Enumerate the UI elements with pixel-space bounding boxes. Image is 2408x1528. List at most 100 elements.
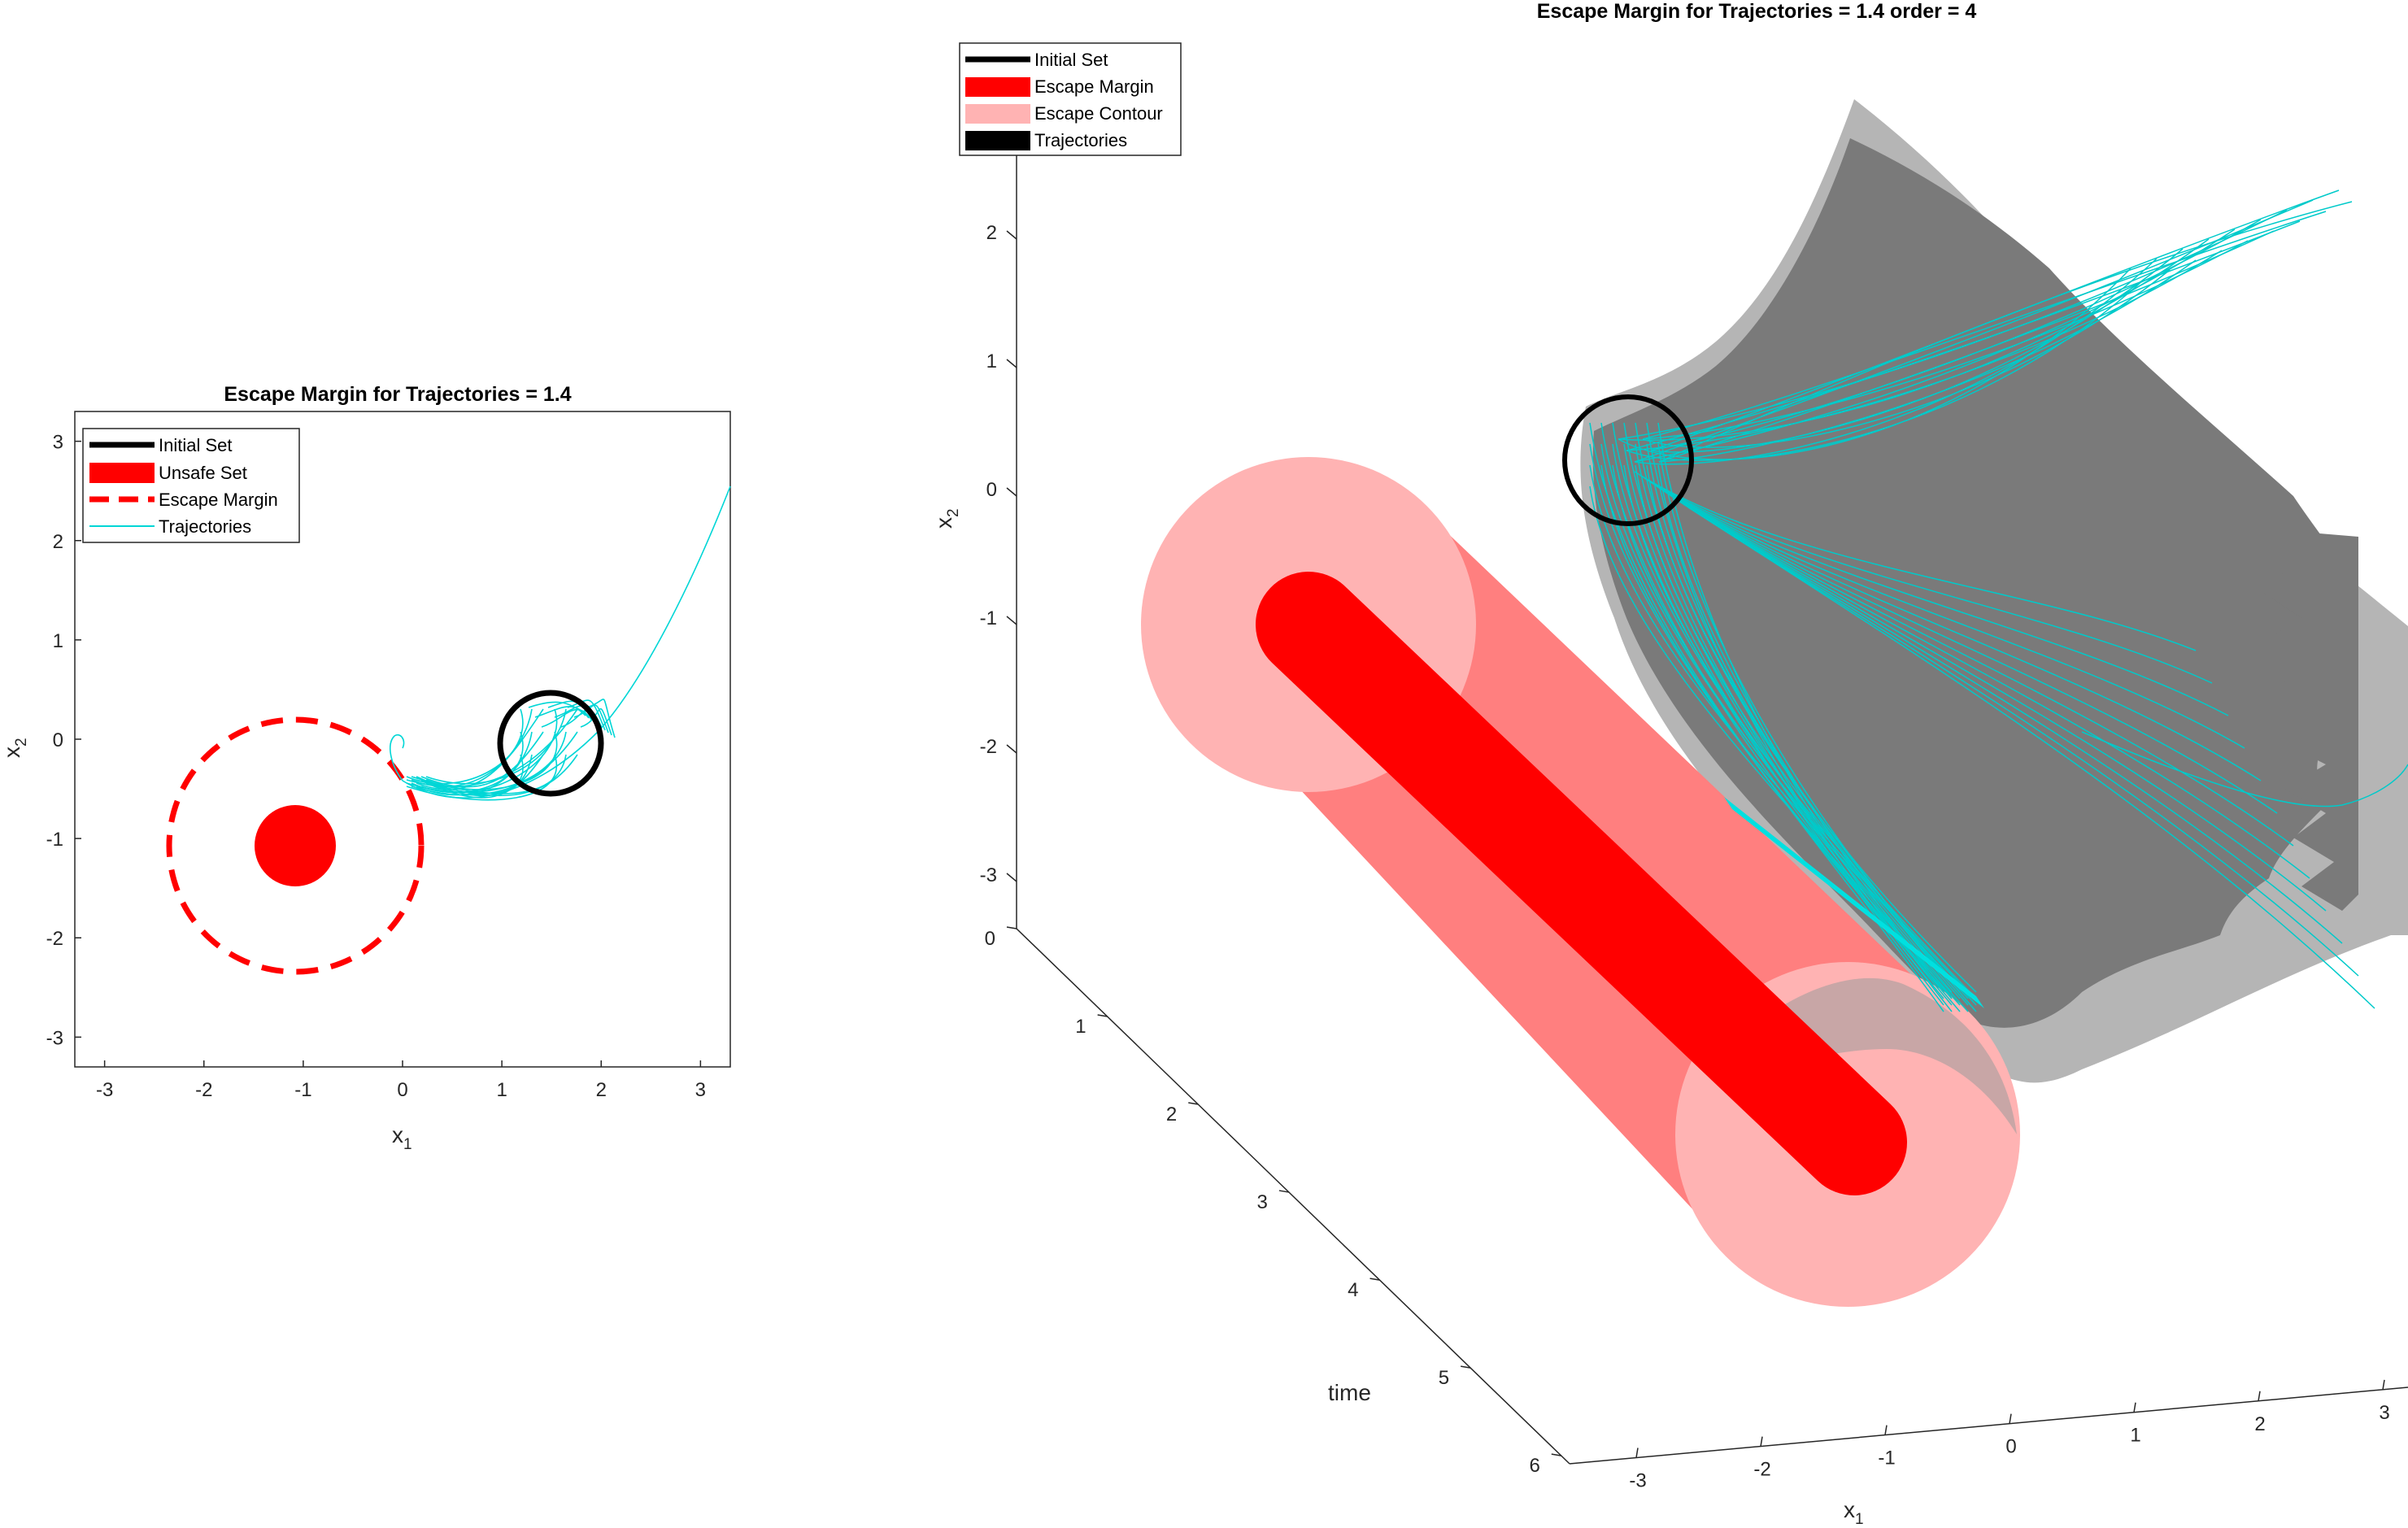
trajectory-2d [425, 708, 567, 785]
trajectory-3d [1623, 464, 1961, 999]
plot-3d-xlabel: x1 [1844, 1497, 1864, 1528]
x2-tick-label-3d: 2 [986, 222, 997, 244]
y-tick-label: -2 [46, 928, 63, 950]
trajectory-3d [1639, 474, 2213, 684]
time-tick-mark [1278, 1190, 1290, 1193]
time-tick-mark [1006, 926, 1017, 929]
y-tick-label: 2 [53, 531, 63, 553]
x-tick-label: -1 [294, 1079, 311, 1101]
plot-2d: Escape Margin for Trajectories = 1.4 -3 -… [0, 383, 731, 1153]
plot-2d-xlabel: x1 [392, 1122, 412, 1153]
plot-3d-scene [1141, 99, 2408, 1307]
trajectory-3d [1642, 240, 2249, 440]
x1-tick-label-3d: -1 [1878, 1447, 1895, 1469]
x2-tick-label-3d: 0 [986, 479, 997, 501]
plot-3d-x1-ticks: -3 -2 -1 0 1 2 3 [1629, 1379, 2390, 1492]
time-tick-label: 3 [1257, 1191, 1268, 1213]
time-tick-label: 4 [1348, 1279, 1358, 1301]
x1-tick-label-3d: -2 [1753, 1459, 1770, 1481]
trajectory-2d [567, 699, 606, 731]
trajectory-3d [1635, 464, 1969, 1006]
trajectory-3d [1658, 259, 2197, 463]
x1-tick-label-3d: 0 [2005, 1436, 2016, 1458]
y-tick-label: -1 [46, 829, 63, 851]
trajectory-2d [420, 754, 533, 797]
plot-2d-title: Escape Margin for Trajectories = 1.4 [224, 383, 571, 406]
trajectory-2d [425, 754, 544, 799]
x1-tick-label-3d: 1 [2130, 1425, 2140, 1447]
x2-tick-label-3d: -2 [980, 736, 997, 758]
plot-2d-y-ticks: -3 -2 -1 0 1 2 3 [46, 432, 81, 1049]
trajectory-3d [1648, 481, 2245, 749]
trajectory-3d [1589, 464, 1977, 1006]
x2-tick-mark-3d [1006, 873, 1017, 882]
legend3d-escape-contour-swatch [965, 104, 1030, 124]
plot-2d-x-ticks: -3 -2 -1 0 1 2 3 [96, 1060, 706, 1101]
trajectory-3d [1657, 464, 1944, 993]
y-tick-label: 1 [53, 630, 63, 652]
plot-3d-time-ticks: 0 1 2 3 4 5 6 [985, 926, 1561, 1477]
trajectory-3d [1687, 507, 2375, 1009]
trajectory-2d [416, 708, 544, 790]
x-tick-label: -2 [195, 1079, 212, 1101]
legend-unsafe-set-swatch [89, 463, 155, 483]
plot-3d-ylabel: x2 [931, 508, 962, 529]
trajectory-3d [1635, 422, 1977, 993]
plot-2d-legend: Initial Set Unsafe Set Escape Margin Tra… [82, 428, 300, 543]
x2-tick-label-3d: -1 [980, 607, 997, 629]
y-tick-label: 3 [53, 432, 63, 454]
trajectory-2d [416, 754, 578, 797]
time-tick-label: 5 [1439, 1367, 1449, 1389]
trajectory-2d [573, 704, 609, 734]
time-tick-mark [1097, 1014, 1108, 1017]
trajectory-3d [1673, 497, 2327, 912]
trajectory-3d [1589, 485, 1953, 999]
trajectory-2d [420, 731, 544, 788]
trajectory-3d [1650, 248, 2184, 453]
legend-escape-margin: Escape Margin [159, 490, 278, 510]
trajectory-2d [406, 731, 567, 793]
x1-tick-label-3d: 2 [2254, 1413, 2265, 1435]
initial-set-circle-3d [1562, 394, 1694, 526]
trajectory-3d [2081, 731, 2408, 808]
trajectory-2d [586, 699, 616, 738]
trajectory-3d [1626, 220, 2301, 451]
legend3d-escape-margin-swatch [965, 77, 1030, 97]
trajectory-2d [541, 708, 593, 728]
x1-tick-mark-3d [1635, 1447, 1639, 1458]
legend-trajectories: Trajectories [159, 516, 251, 537]
escape-margin-bar [1256, 572, 1907, 1195]
y-tick-label: 0 [53, 729, 63, 751]
time-tick-mark [1461, 1365, 1471, 1369]
time-tick-label: 2 [1166, 1104, 1177, 1125]
x2-tick-mark-3d [1006, 616, 1017, 625]
x-tick-label: -3 [96, 1079, 113, 1101]
escape-surface-teeth [2253, 529, 2358, 911]
trajectory-2d [580, 707, 612, 736]
plot-3d-x1-axis [1569, 1387, 2408, 1465]
trajectory-3d [1683, 503, 2359, 977]
trajectory-3d [1678, 500, 2343, 944]
escape-surface-inner [1592, 138, 2358, 1028]
legend3d-escape-margin: Escape Margin [1034, 76, 1154, 97]
trajectory-3d [1644, 477, 2229, 716]
plot-2d-ylabel: x2 [0, 738, 30, 758]
trajectory-3d [1600, 443, 1969, 993]
x2-tick-mark-3d [1006, 487, 1017, 497]
plot-3d-legend: Initial Set Escape Margin Escape Contour… [959, 42, 1182, 156]
legend3d-escape-contour: Escape Contour [1034, 103, 1163, 124]
trajectory-3d [1642, 211, 2327, 440]
x-tick-label: 3 [695, 1079, 706, 1101]
plot-3d-title: Escape Margin for Trajectories = 1.4 ord… [1537, 0, 1977, 23]
trajectory-3d [1663, 490, 2294, 847]
x1-tick-mark-3d [1884, 1425, 1888, 1435]
x1-tick-mark-3d [1760, 1436, 1763, 1447]
plot-3d: Escape Margin for Trajectories = 1.4 ord… [931, 0, 2408, 1528]
x2-tick-label-3d: 1 [986, 350, 997, 372]
trajectory-3d [1658, 201, 2353, 463]
x2-tick-mark-3d [1006, 359, 1017, 368]
trajectory-3d [1634, 471, 2197, 651]
x1-tick-label-3d: 3 [2379, 1402, 2389, 1424]
x1-tick-mark-3d [2133, 1402, 2136, 1413]
